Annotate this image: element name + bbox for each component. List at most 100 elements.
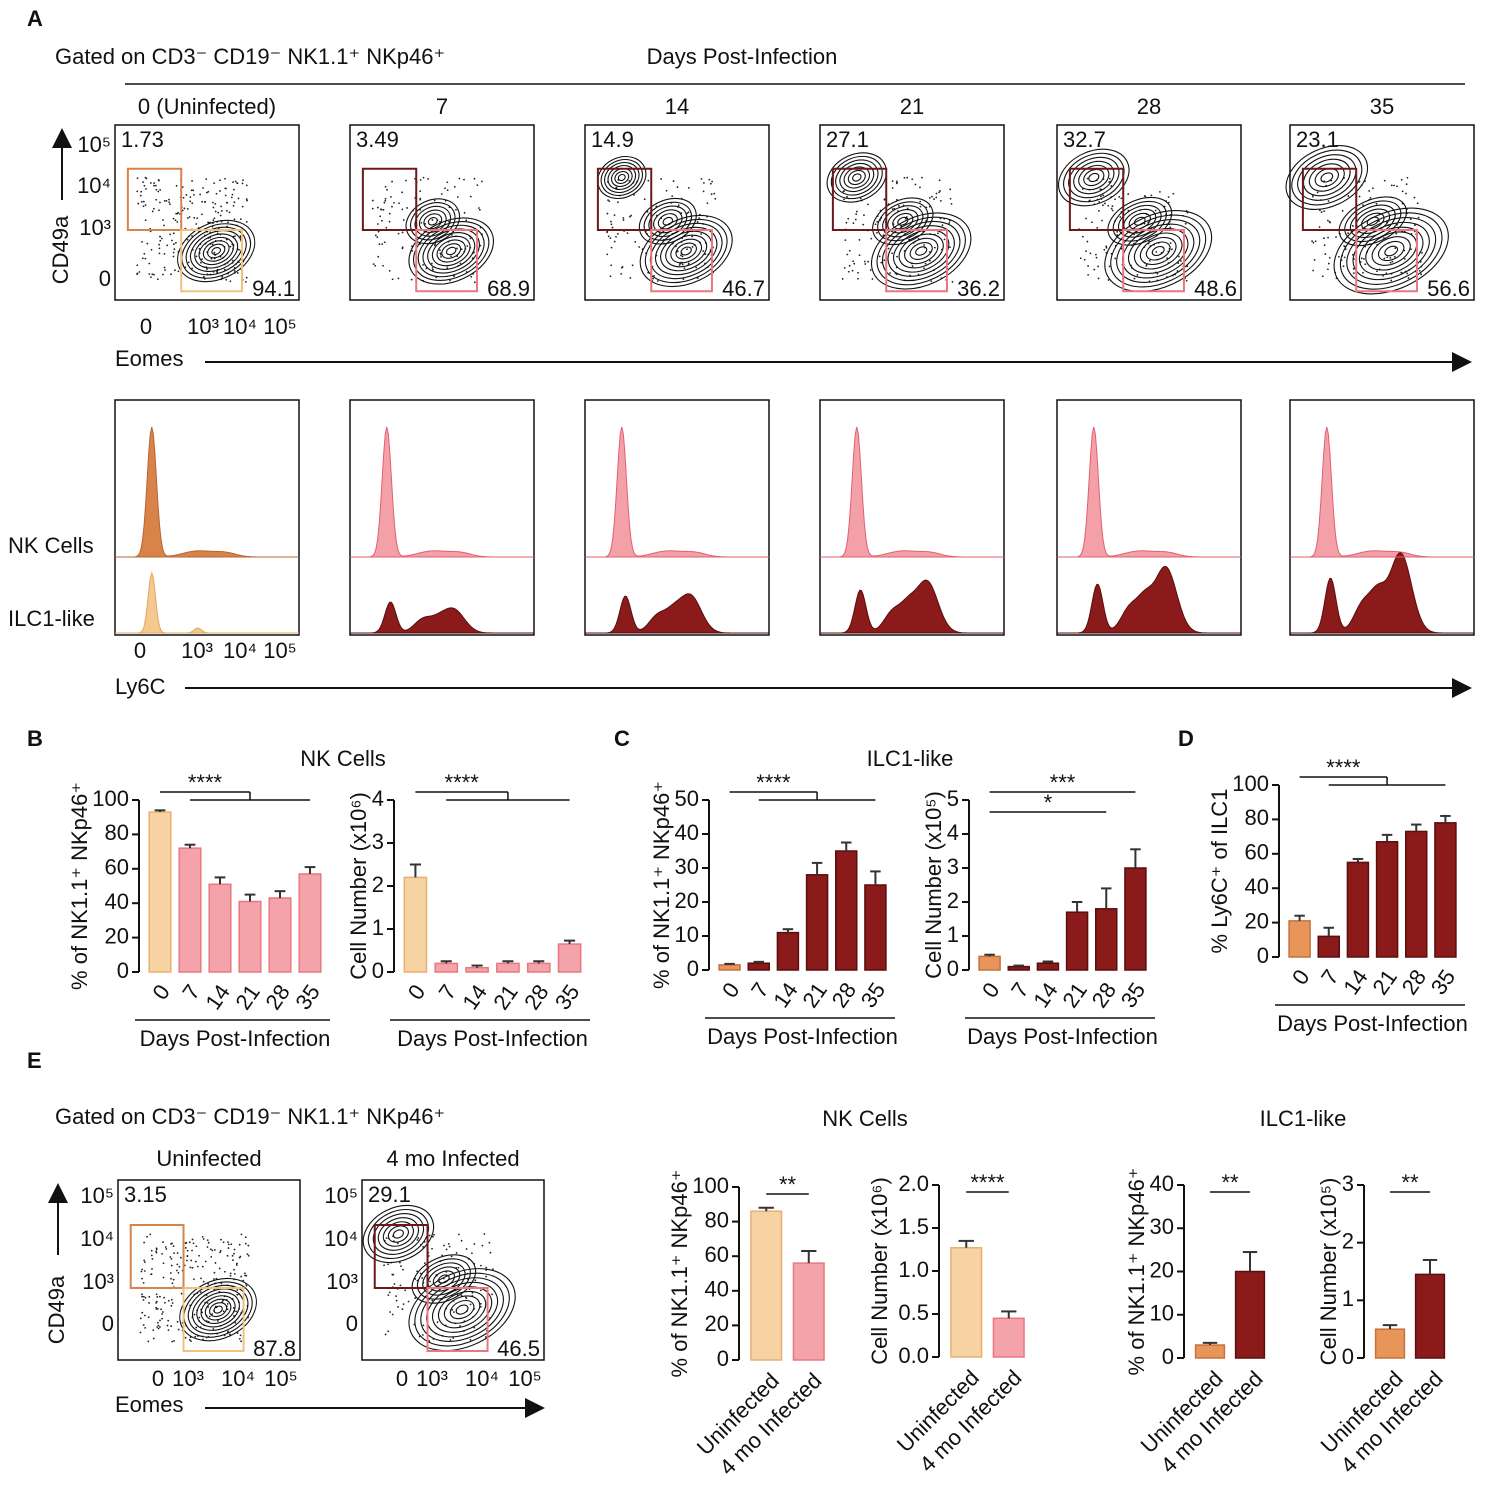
event-dot (186, 238, 189, 241)
event-dot (1150, 194, 1153, 197)
event-dot (231, 1254, 234, 1257)
plot-frame (1056, 124, 1242, 301)
event-dot (171, 239, 173, 242)
event-dot (384, 1333, 387, 1336)
event-dot (158, 243, 161, 246)
contour (1058, 148, 1130, 207)
event-dot (935, 196, 938, 199)
event-dot (1420, 273, 1423, 276)
event-dot (1099, 188, 1102, 191)
event-dot (150, 248, 153, 251)
contour (909, 242, 933, 260)
x-tick-label: 21 (797, 978, 832, 1012)
contour (1112, 200, 1167, 242)
event-dot (1328, 256, 1331, 259)
event-dot (1081, 235, 1084, 238)
event-dot (158, 209, 160, 212)
event-dot (1390, 184, 1393, 187)
event-dot (158, 252, 161, 255)
y-tick-label: 60 (1245, 840, 1269, 865)
y-tick-label: 40 (105, 889, 129, 914)
contour (1349, 204, 1396, 239)
event-dot (186, 217, 189, 219)
event-dot (1102, 204, 1104, 207)
event-dot (853, 262, 856, 265)
contour (1352, 221, 1430, 281)
event-dot (1337, 255, 1340, 258)
gate-percent: 32.7 (1063, 127, 1106, 152)
event-dot (1328, 220, 1331, 223)
event-dot (1093, 268, 1096, 271)
event-dot (379, 215, 382, 218)
event-dot (381, 243, 384, 245)
event-dot (608, 200, 611, 203)
event-dot (391, 205, 393, 208)
event-dot (155, 1306, 158, 1309)
event-dot (889, 272, 891, 274)
event-dot (1400, 271, 1403, 274)
event-dot (1409, 218, 1412, 220)
event-dot (239, 1334, 242, 1337)
contour (202, 240, 230, 262)
event-dot (1119, 216, 1122, 218)
event-dot (862, 223, 865, 226)
contour (1339, 212, 1443, 290)
event-dot (206, 1239, 209, 1242)
event-dot (244, 280, 247, 283)
event-dot (1418, 269, 1421, 272)
event-dot (247, 1244, 250, 1247)
event-dot (142, 1324, 145, 1326)
event-dot (201, 1311, 204, 1314)
x-tick-label: 10³ (181, 638, 213, 663)
event-dot (421, 1334, 424, 1336)
event-dot (1169, 242, 1172, 245)
histogram (115, 426, 299, 558)
event-dot (231, 259, 234, 262)
event-dot (384, 185, 387, 188)
event-dot (851, 269, 854, 272)
y-tick-label: 2.0 (898, 1171, 929, 1196)
event-dot (672, 180, 675, 182)
y-tick-label: 0 (1342, 1344, 1354, 1369)
event-dot (1312, 195, 1314, 198)
event-dot (422, 176, 425, 179)
contour (670, 238, 703, 264)
event-dot (165, 199, 168, 202)
contour (372, 1213, 425, 1255)
event-dot (207, 221, 209, 224)
event-dot (140, 1270, 143, 1273)
event-dot (1172, 192, 1175, 195)
event-dot (382, 208, 385, 211)
event-dot (455, 208, 457, 211)
event-dot (158, 247, 161, 250)
event-dot (419, 198, 421, 201)
event-dot (891, 252, 893, 255)
y-tick-label: 0.5 (898, 1300, 929, 1325)
event-dot (231, 193, 234, 196)
event-dot (1102, 194, 1105, 197)
event-dot (928, 197, 931, 199)
contour (387, 1225, 409, 1243)
event-dot (606, 212, 609, 215)
event-dot (236, 271, 239, 274)
event-dot (935, 192, 938, 195)
event-dot (195, 223, 198, 225)
contour (1338, 196, 1407, 247)
event-dot (463, 178, 465, 181)
histogram (585, 426, 769, 558)
event-dot (857, 271, 859, 274)
event-dot (174, 269, 176, 272)
event-dot (191, 1249, 193, 1252)
contour (431, 235, 471, 267)
y-tick-label: 40 (1150, 1171, 1174, 1196)
contour (410, 202, 456, 241)
event-dot (153, 182, 156, 184)
event-dot (226, 1303, 229, 1305)
axis-label: CD49a (44, 1275, 69, 1344)
contour (1291, 149, 1363, 206)
event-dot (153, 273, 155, 276)
event-dot (949, 188, 952, 191)
event-dot (949, 197, 952, 200)
contour (614, 170, 630, 185)
event-dot (1323, 237, 1325, 240)
